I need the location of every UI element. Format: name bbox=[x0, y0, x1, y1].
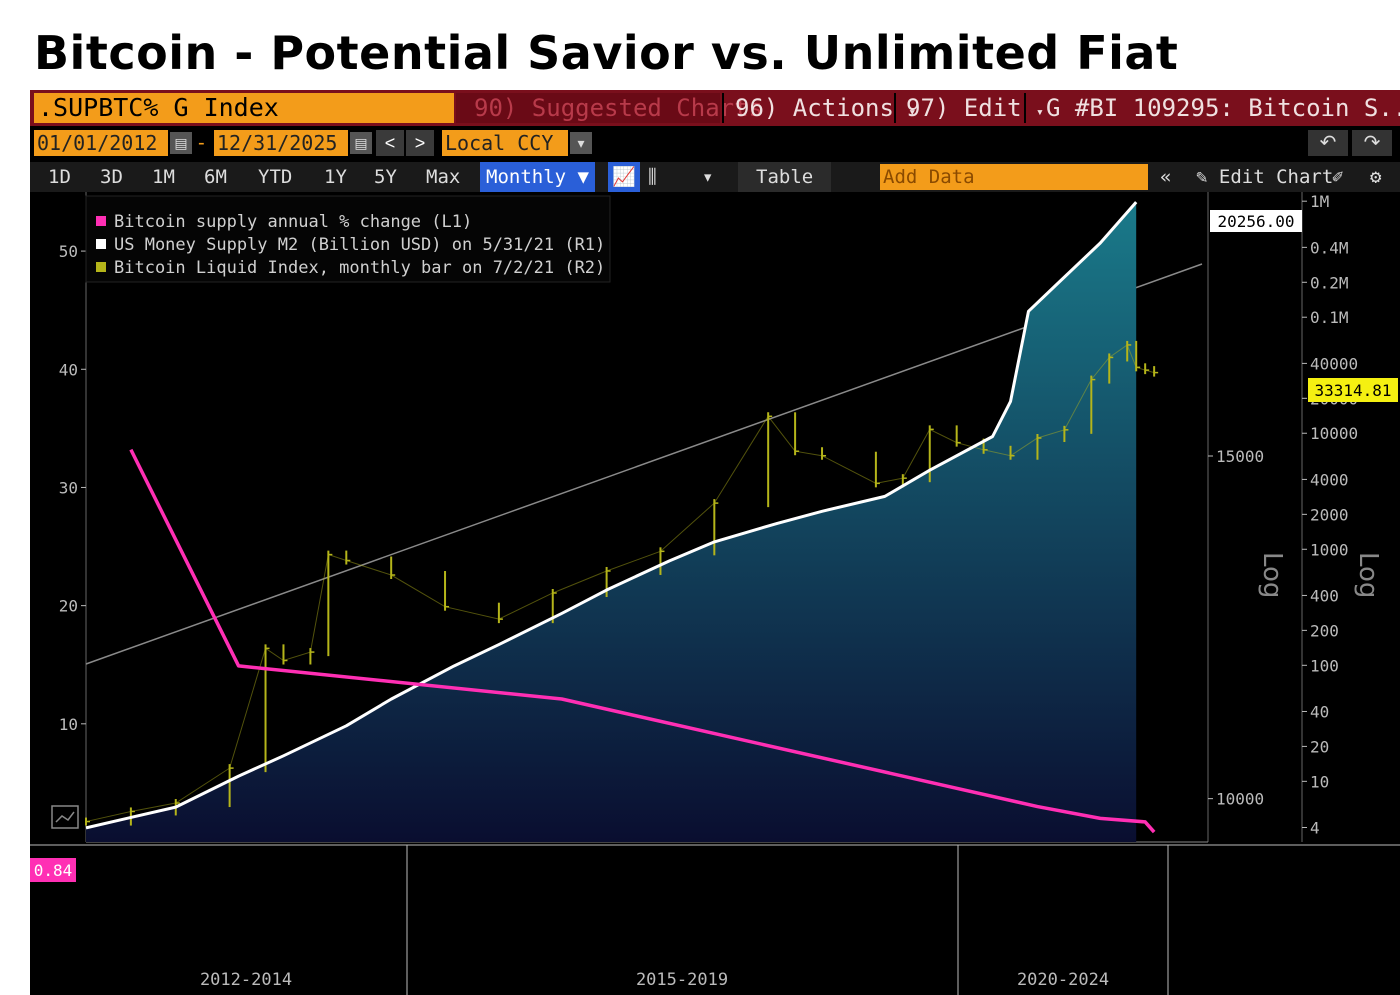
undo-icon[interactable]: ↶ bbox=[1308, 130, 1348, 156]
actions-button[interactable]: 96) Actions ▾ bbox=[735, 93, 916, 123]
x-label-2020-2024: 2020-2024 bbox=[1017, 970, 1109, 990]
edit-label: 97) Edit bbox=[906, 94, 1022, 122]
btc-tag-text: 33314.81 bbox=[1314, 381, 1391, 400]
chart-options-icon[interactable] bbox=[51, 805, 79, 829]
period-6m[interactable]: 6M bbox=[204, 166, 227, 188]
r2-tick-label: 1M bbox=[1310, 192, 1329, 211]
prev-period-button[interactable]: < bbox=[376, 130, 404, 156]
gear-icon[interactable]: ⚙ bbox=[1370, 166, 1382, 188]
chevron-down-icon[interactable]: ▾ bbox=[702, 166, 714, 188]
line-chart-icon[interactable]: 📈 bbox=[608, 162, 640, 192]
legend-swatch-btc bbox=[96, 262, 106, 272]
period-ytd[interactable]: YTD bbox=[258, 166, 293, 188]
legend-swatch-supply bbox=[96, 216, 106, 226]
collapse-icon[interactable]: « bbox=[1160, 166, 1172, 188]
r2-tick-label: 200 bbox=[1310, 621, 1339, 640]
r2-tick-label: 4000 bbox=[1310, 470, 1349, 489]
bloomberg-terminal: .SUPBTC% G Index 90) Suggested Charts 96… bbox=[30, 90, 1400, 995]
r2-tick-label: 20 bbox=[1310, 737, 1329, 756]
period-bar: 1D 3D 1M 6M YTD 1Y 5Y Max Monthly ▼ 📈 ⫼ … bbox=[30, 162, 1400, 192]
chevron-down-icon[interactable]: ▾ bbox=[570, 132, 592, 154]
currency-select[interactable]: Local CCY bbox=[442, 130, 568, 156]
supply-tag-text: 0.84 bbox=[34, 861, 73, 880]
m2-series-line bbox=[85, 201, 1138, 830]
frequency-select[interactable]: Monthly ▼ bbox=[480, 162, 595, 192]
edit-chart-button[interactable]: ✎ Edit Chart bbox=[1196, 162, 1333, 192]
chart-id-title[interactable]: G #BI 109295: Bitcoin S... bbox=[1046, 94, 1400, 122]
m2-tag-text: 20256.00 bbox=[1217, 212, 1294, 231]
left-tick-label: 40 bbox=[59, 360, 78, 379]
btc-last-value-tag: 33314.81 bbox=[1308, 378, 1398, 402]
chart-svg: 10 20 30 40 50 10000 15000 4 10 20 40 100 200 400 1000… bbox=[30, 192, 1400, 995]
legend-label-supply: Bitcoin supply annual % change (L1) bbox=[114, 212, 472, 232]
bar-chart-icon[interactable]: ⫼ bbox=[648, 166, 657, 188]
r2-tick-label: 2000 bbox=[1310, 505, 1349, 524]
supply-last-value-tag: 0.84 bbox=[30, 858, 76, 882]
r2-tick-label: 10 bbox=[1310, 772, 1329, 791]
left-tick-label: 30 bbox=[59, 478, 78, 497]
chart-legend: Bitcoin supply annual % change (L1) US M… bbox=[85, 195, 611, 283]
add-data-input[interactable]: Add Data bbox=[880, 164, 1148, 190]
period-3d[interactable]: 3D bbox=[100, 166, 123, 188]
redo-icon[interactable]: ↷ bbox=[1352, 130, 1392, 156]
next-period-button[interactable]: > bbox=[406, 130, 434, 156]
table-button[interactable]: Table bbox=[738, 162, 832, 192]
legend-label-m2: US Money Supply M2 (Billion USD) on 5/31… bbox=[114, 235, 605, 255]
r2-tick-label: 40 bbox=[1310, 702, 1329, 721]
r2-tick-label: 100 bbox=[1310, 656, 1339, 675]
period-1d[interactable]: 1D bbox=[48, 166, 71, 188]
x-label-2015-2019: 2015-2019 bbox=[636, 970, 728, 990]
x-label-2012-2014: 2012-2014 bbox=[200, 970, 292, 990]
r2-tick-label: 1000 bbox=[1310, 540, 1349, 559]
btc-series-trace bbox=[85, 344, 1155, 823]
legend-label-btc: Bitcoin Liquid Index, monthly bar on 7/2… bbox=[114, 258, 605, 278]
r2-tick-label: 0.2M bbox=[1310, 273, 1349, 292]
r1-axis-label: Log bbox=[1257, 552, 1287, 598]
r2-tick-label: 10000 bbox=[1310, 424, 1358, 443]
edit-chart-label: Edit Chart bbox=[1218, 166, 1334, 188]
m2-tag-bg bbox=[1210, 210, 1302, 232]
m2-last-value-tag: 20256.00 bbox=[1210, 210, 1302, 232]
r1-tick-label: 10000 bbox=[1216, 790, 1264, 809]
period-max[interactable]: Max bbox=[426, 166, 461, 188]
end-date-input[interactable]: 12/31/2025 bbox=[214, 130, 348, 156]
ticker-field[interactable]: .SUPBTC% G Index bbox=[34, 93, 454, 123]
pencil-icon: ✎ bbox=[1196, 166, 1208, 188]
period-1y[interactable]: 1Y bbox=[324, 166, 347, 188]
chevron-down-icon: ▾ bbox=[1036, 105, 1044, 120]
annotate-icon[interactable]: ✐ bbox=[1332, 166, 1344, 188]
suggested-charts-button[interactable]: 90) Suggested Charts bbox=[456, 93, 763, 123]
legend-box bbox=[85, 195, 611, 283]
period-5y[interactable]: 5Y bbox=[374, 166, 397, 188]
legend-swatch-m2 bbox=[96, 239, 106, 249]
r2-tick-label: 0.4M bbox=[1310, 238, 1349, 257]
left-tick-label: 10 bbox=[59, 715, 78, 734]
edit-button[interactable]: 97) Edit ▾ bbox=[906, 93, 1044, 123]
trend-line bbox=[85, 263, 1203, 665]
r2-tick-label: 4 bbox=[1310, 819, 1320, 838]
actions-label: 96) Actions bbox=[735, 94, 894, 122]
period-1m[interactable]: 1M bbox=[152, 166, 175, 188]
command-bar: .SUPBTC% G Index 90) Suggested Charts 96… bbox=[30, 90, 1400, 126]
r2-tick-label: 400 bbox=[1310, 586, 1339, 605]
supply-change-series-line bbox=[129, 448, 1156, 834]
chart-options-icon-frame bbox=[51, 805, 79, 829]
calendar-icon[interactable]: ▤ bbox=[350, 132, 372, 154]
chevron-down-icon: ▾ bbox=[908, 105, 917, 120]
supply-tag-bg bbox=[30, 858, 76, 882]
left-tick-label: 20 bbox=[59, 597, 78, 616]
page-title: Bitcoin - Potential Savior vs. Unlimited… bbox=[34, 26, 1179, 80]
left-tick-label: 50 bbox=[59, 242, 78, 261]
calendar-icon[interactable]: ▤ bbox=[170, 132, 192, 154]
r2-tick-label: 40000 bbox=[1310, 354, 1358, 373]
start-date-input[interactable]: 01/01/2012 bbox=[34, 130, 168, 156]
m2-area-fill bbox=[86, 202, 1137, 842]
r2-axis-label: Log bbox=[1353, 552, 1383, 598]
date-separator: - bbox=[198, 132, 205, 154]
btc-tag-bg bbox=[1308, 378, 1398, 402]
r2-tick-label: 0.1M bbox=[1310, 308, 1349, 327]
r1-tick-label: 15000 bbox=[1216, 447, 1264, 466]
date-range-bar: 01/01/2012 ▤ - 12/31/2025 ▤ < > Local CC… bbox=[30, 128, 1400, 160]
chart-options-icon-line bbox=[55, 811, 75, 823]
